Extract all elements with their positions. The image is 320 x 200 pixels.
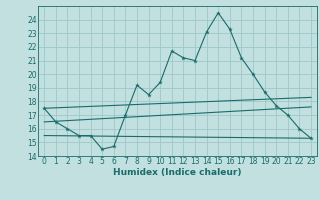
X-axis label: Humidex (Indice chaleur): Humidex (Indice chaleur) bbox=[113, 168, 242, 177]
